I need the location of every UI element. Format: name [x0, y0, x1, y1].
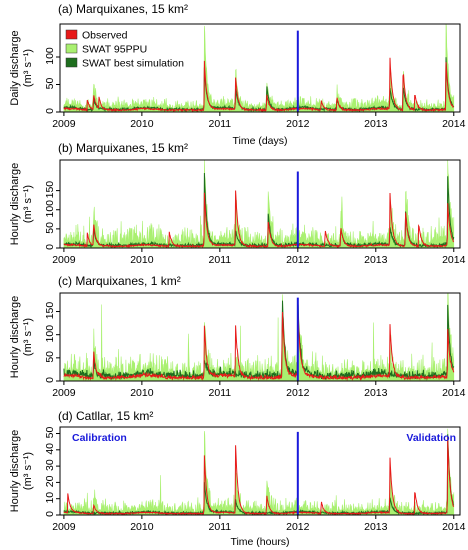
x-tick-label: 2011	[209, 521, 232, 533]
plot-frame	[59, 426, 461, 516]
panel-2: (c) Marquixanes, 1 km² Hourly discharge(m…	[9, 274, 466, 399]
y-axis-label: Daily discharge(m³ s⁻¹)	[9, 30, 34, 105]
y-axis-label: Hourly discharge(m³ s⁻¹)	[9, 296, 34, 379]
panel-0: (a) Marquixanes, 15 km² Daily discharge(m…	[9, 2, 466, 147]
x-tick-label: 2011	[209, 254, 232, 266]
y-tick-label: 100	[44, 325, 56, 343]
x-axis-label: Time (hours)	[230, 536, 289, 548]
x-tick-label: 2012	[286, 118, 310, 130]
x-axis-label: Time (days)	[232, 135, 287, 147]
observed-line	[63, 437, 455, 516]
x-tick-label: 2009	[52, 387, 76, 399]
x-tick-label: 2012	[286, 521, 310, 533]
plot-frame	[59, 292, 461, 382]
legend-swatch-ppu	[65, 43, 78, 54]
plot-frame	[59, 23, 461, 113]
y-tick-label: 0	[44, 377, 56, 383]
x-tick-label: 2010	[130, 118, 154, 130]
legend: Observed SWAT 95PPU SWAT best simulation	[65, 29, 184, 70]
legend-label-ppu: SWAT 95PPU	[82, 44, 147, 56]
legend-label-best: SWAT best simulation	[82, 58, 184, 70]
y-axis-label: Hourly discharge(m³ s⁻¹)	[9, 430, 34, 513]
x-tick-label: 2014	[442, 118, 466, 130]
x-tick-label: 2011	[209, 118, 232, 130]
y-tick-label: 50	[44, 427, 56, 439]
y-tick-label: 20	[44, 475, 56, 487]
x-tick-label: 2010	[130, 254, 154, 266]
legend-swatch-best	[65, 57, 78, 68]
y-axis-label: Hourly discharge(m³ s⁻¹)	[9, 163, 34, 246]
y-tick-label: 0	[44, 511, 56, 517]
observed-line	[63, 311, 455, 381]
panel-title: (b) Marquixanes, 15 km²	[58, 141, 188, 155]
x-tick-label: 2011	[209, 387, 232, 399]
x-tick-label: 2013	[364, 387, 388, 399]
y-tick-label: 0	[44, 244, 56, 250]
y-tick-label: 100	[44, 47, 56, 65]
x-tick-label: 2013	[364, 521, 388, 533]
y-tick-label: 40	[44, 443, 56, 455]
y-tick-label: 30	[44, 459, 56, 471]
y-tick-label: 50	[44, 78, 56, 90]
x-tick-label: 2014	[442, 254, 466, 266]
y-tick-label: 100	[44, 200, 56, 218]
x-tick-label: 2014	[442, 387, 466, 399]
panel-3: (d) Catllar, 15 km² Hourly discharge(m³ s…	[9, 409, 466, 548]
panel-title: (d) Catllar, 15 km²	[58, 409, 153, 423]
panel-title: (a) Marquixanes, 15 km²	[58, 2, 188, 16]
y-tick-label: 0	[44, 108, 56, 114]
y-tick-label: 50	[44, 222, 56, 234]
y-tick-label: 10	[44, 492, 56, 504]
x-tick-label: 2014	[442, 521, 466, 533]
observed-line	[63, 57, 454, 113]
x-tick-label: 2012	[286, 254, 310, 266]
y-tick-label: 150	[44, 181, 56, 199]
legend-label-observed: Observed	[82, 30, 128, 42]
x-tick-label: 2013	[364, 118, 388, 130]
ppu-band	[63, 292, 455, 382]
x-tick-label: 2010	[130, 521, 154, 533]
calibration-label: Calibration	[72, 432, 127, 444]
x-tick-label: 2009	[52, 118, 76, 130]
validation-label: Validation	[406, 432, 456, 444]
y-tick-label: 50	[44, 351, 56, 363]
legend-swatch-observed	[65, 29, 78, 40]
plot-frame	[59, 159, 461, 249]
y-tick-label: 150	[44, 302, 56, 320]
x-tick-label: 2013	[364, 254, 388, 266]
x-tick-label: 2009	[52, 254, 76, 266]
panels: (a) Marquixanes, 15 km² Daily discharge(m…	[9, 2, 466, 548]
panel-title: (c) Marquixanes, 1 km²	[58, 274, 181, 288]
panel-1: (b) Marquixanes, 15 km² Hourly discharge(…	[9, 141, 466, 266]
x-tick-label: 2009	[52, 521, 76, 533]
ppu-band	[63, 159, 455, 249]
x-tick-label: 2010	[130, 387, 154, 399]
x-tick-label: 2012	[286, 387, 310, 399]
observed-line	[63, 190, 454, 249]
